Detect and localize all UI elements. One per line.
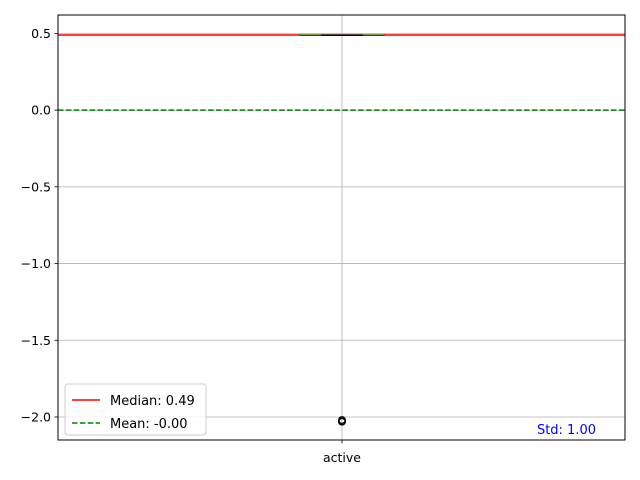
y-tick-label: −1.0 bbox=[21, 256, 51, 271]
plot-frame bbox=[57, 14, 626, 441]
box-layer bbox=[299, 34, 385, 426]
legend-label-median: Median: 0.49 bbox=[110, 394, 195, 409]
y-tick-label: −0.5 bbox=[21, 179, 51, 194]
y-tick-label: 0.5 bbox=[31, 26, 51, 41]
legend-frame bbox=[64, 383, 207, 436]
y-tick-label: 0.0 bbox=[31, 103, 51, 118]
legend-label-mean: Mean: -0.00 bbox=[110, 417, 188, 432]
ticks-layer: 0.5 0.0 −0.5 −1.0 −1.5 −2.0 active bbox=[21, 26, 362, 465]
reference-lines-layer bbox=[58, 34, 625, 111]
std-annotation: Std: 1.00 bbox=[537, 423, 596, 438]
legend: Median: 0.49 Mean: -0.00 bbox=[64, 383, 207, 436]
y-tick-label: −2.0 bbox=[21, 409, 51, 424]
x-tick-label: active bbox=[323, 450, 361, 465]
outlier-point bbox=[338, 416, 346, 425]
grid-layer bbox=[58, 15, 625, 440]
y-tick-label: −1.5 bbox=[21, 333, 51, 348]
